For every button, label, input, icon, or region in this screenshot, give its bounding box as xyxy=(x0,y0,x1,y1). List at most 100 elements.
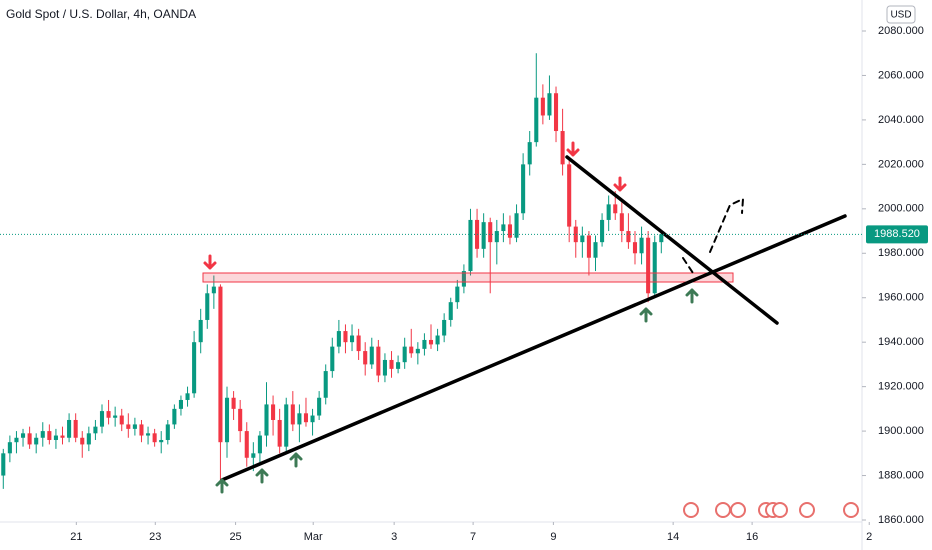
candle-body xyxy=(507,224,513,238)
candle-body xyxy=(284,404,289,447)
candle-body xyxy=(20,433,26,438)
down-arrow xyxy=(203,254,217,270)
candle-body xyxy=(448,302,453,320)
candle-body xyxy=(586,235,591,258)
candle-body xyxy=(389,359,394,369)
up-arrow xyxy=(685,288,699,304)
y-tick-label: 2080.000 xyxy=(878,25,924,37)
candle-body xyxy=(80,437,85,445)
x-tick-label: 25 xyxy=(229,531,241,543)
candle-body xyxy=(521,164,526,214)
candle-body xyxy=(271,404,276,420)
candle-body xyxy=(14,437,19,443)
candle-body xyxy=(402,346,407,363)
candle-body xyxy=(415,348,420,354)
candle-body xyxy=(277,419,282,447)
candle-body xyxy=(613,204,618,214)
candle-body xyxy=(580,235,585,243)
currency-label: USD xyxy=(890,10,911,21)
event-icon[interactable] xyxy=(715,502,731,518)
y-tick-label: 1900.000 xyxy=(878,425,924,437)
candle-body xyxy=(501,224,506,232)
candle-body xyxy=(93,426,98,434)
candle-body xyxy=(659,234,664,243)
candle-body xyxy=(40,431,45,438)
candle-body xyxy=(652,242,657,294)
y-tick-label: 2000.000 xyxy=(878,203,924,215)
up-arrow xyxy=(289,452,303,468)
candle-body xyxy=(99,411,105,427)
candle-body xyxy=(468,219,473,272)
candle-body xyxy=(567,164,572,227)
candle-body xyxy=(1,453,6,476)
candle-body xyxy=(7,442,12,454)
projection xyxy=(682,257,696,277)
candle-body xyxy=(119,415,124,425)
candle-body xyxy=(132,424,137,429)
y-tick-label: 1860.000 xyxy=(878,514,924,526)
up-arrow xyxy=(255,468,269,484)
chart-title: Gold Spot / U.S. Dollar, 4h, OANDA xyxy=(6,7,196,21)
x-tick-label: 2 xyxy=(866,531,872,543)
candle-body xyxy=(198,319,203,343)
x-tick-label: 14 xyxy=(667,531,679,543)
candle-body xyxy=(264,404,269,436)
candle-body xyxy=(113,415,118,418)
y-tick-label: 1920.000 xyxy=(878,381,924,393)
currency-box[interactable] xyxy=(886,5,916,24)
x-tick-label: 16 xyxy=(746,531,758,543)
x-tick-label: 7 xyxy=(470,531,476,543)
candle-body xyxy=(67,419,72,438)
candle-body xyxy=(106,411,111,418)
x-tick-label: 23 xyxy=(149,531,161,543)
arrows xyxy=(203,141,699,494)
candle-body xyxy=(257,435,262,454)
candle-body xyxy=(34,437,39,445)
up-arrow xyxy=(639,307,653,323)
candle-body xyxy=(461,271,466,287)
candle-body xyxy=(619,213,624,232)
y-tick-label: 2040.000 xyxy=(878,114,924,126)
candle-body xyxy=(527,142,532,165)
candle-body xyxy=(73,419,78,438)
event-icon[interactable] xyxy=(843,502,859,518)
candle-body xyxy=(593,242,598,258)
projection xyxy=(709,197,745,253)
plot-area xyxy=(1,53,664,489)
candle-body xyxy=(600,219,605,243)
candle-body xyxy=(218,286,223,443)
trendline xyxy=(220,214,847,482)
candle-body xyxy=(310,415,315,423)
candle-body xyxy=(488,222,493,243)
candle-body xyxy=(514,213,519,238)
x-tick-label: 3 xyxy=(391,531,397,543)
candle-body xyxy=(251,453,256,458)
candle-body xyxy=(626,231,631,243)
candle-body xyxy=(297,413,302,425)
candle-body xyxy=(172,408,177,425)
event-icon[interactable] xyxy=(772,502,788,518)
down-arrow xyxy=(613,176,627,192)
candle-body xyxy=(606,204,611,220)
candle-body xyxy=(534,97,539,143)
candle-body xyxy=(224,397,230,443)
last-price-label: 1988.520 xyxy=(874,228,920,240)
candle-body xyxy=(428,339,434,345)
candle-body xyxy=(323,371,328,398)
candle-body xyxy=(165,424,170,440)
candle-body xyxy=(547,93,552,116)
event-icon[interactable] xyxy=(730,502,746,518)
y-tick-label: 1980.000 xyxy=(878,247,924,259)
candle-body xyxy=(159,439,164,443)
candle-body xyxy=(382,359,387,376)
event-icon[interactable] xyxy=(799,502,815,518)
candle-body xyxy=(146,433,151,436)
candle-body xyxy=(231,397,236,409)
y-tick-label: 1880.000 xyxy=(878,469,924,481)
candle-body xyxy=(211,286,216,294)
event-icon[interactable] xyxy=(683,502,699,518)
candle-body xyxy=(290,404,295,425)
up-arrow xyxy=(215,478,229,494)
candle-body xyxy=(152,433,157,443)
